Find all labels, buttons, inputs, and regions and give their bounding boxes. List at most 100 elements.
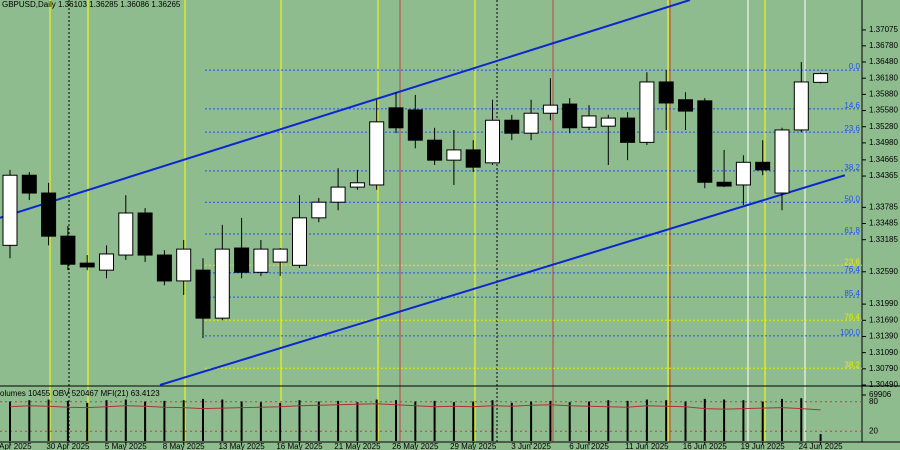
candle-body [446, 149, 462, 161]
y-tick-label: 1.36780 [869, 41, 898, 50]
fib-label: 76.4 [844, 312, 860, 321]
candle-body [716, 181, 732, 187]
y-tick-label: 1.32590 [869, 267, 898, 276]
fib-label: 100.0 [840, 328, 861, 337]
candle-body [214, 248, 230, 319]
candle-body [330, 186, 346, 203]
channel-line [159, 174, 846, 386]
y-tick-label: 1.35280 [869, 122, 898, 131]
candle-body [427, 139, 443, 161]
fib-label: 38.2 [844, 360, 860, 369]
y-tick-label: 1.35880 [869, 89, 898, 98]
x-tick-label: 16 May 2025 [276, 442, 323, 450]
candle-body [21, 174, 37, 194]
candle-body [292, 217, 307, 266]
candle-body [311, 201, 327, 219]
candle-body [697, 100, 713, 183]
x-tick-label: 3 Jun 2025 [511, 442, 551, 450]
candle-body [774, 129, 790, 194]
mfi-tick-label: 20 [869, 426, 878, 435]
y-tick-label: 1.30790 [869, 364, 898, 373]
candle-body [562, 103, 578, 129]
candle-body [41, 192, 57, 237]
candle-body [620, 117, 636, 143]
y-tick-label: 1.34980 [869, 138, 898, 147]
candle-body [504, 119, 520, 134]
x-tick-label: 6 Jun 2025 [569, 442, 609, 450]
candle-body [176, 248, 192, 282]
y-tick-label: 1.33785 [869, 202, 898, 211]
candle-body [369, 121, 385, 186]
candle-body [678, 99, 693, 112]
candle-body [407, 109, 423, 141]
candle-body [137, 212, 153, 256]
candle-body [2, 174, 18, 246]
fib-label: 61.8 [844, 226, 860, 235]
candle-body [735, 161, 751, 186]
fib-label: 76.4 [844, 265, 860, 274]
candle-body [195, 269, 211, 319]
volume-tick-label: 69906 [869, 390, 892, 399]
candle-body [349, 182, 365, 188]
y-tick-label: 1.31390 [869, 332, 898, 341]
y-tick-label: 1.34665 [869, 155, 898, 164]
fib-label: 38.2 [844, 163, 860, 172]
candle-body [600, 117, 616, 127]
chart-title: GBPUSD,Daily 1.36103 1.36285 1.36086 1.3… [2, 0, 181, 9]
x-tick-label: 8 May 2025 [163, 442, 205, 450]
fib-label: 23.6 [844, 124, 860, 133]
x-tick-label: 21 May 2025 [334, 442, 381, 450]
y-tick-label: 1.31990 [869, 299, 898, 308]
fib-label: 85.4 [844, 289, 860, 298]
candle-body [658, 81, 674, 104]
y-tick-label: 1.37075 [869, 25, 898, 34]
candle-body [118, 212, 134, 256]
candle-body [234, 247, 250, 273]
y-tick-label: 1.36180 [869, 73, 898, 82]
mfi-line [9, 403, 821, 411]
channel-line [0, 0, 691, 219]
y-tick-label: 1.35580 [869, 106, 898, 115]
fib-label: 50.0 [844, 194, 860, 203]
y-tick-label: 1.36480 [869, 57, 898, 66]
x-tick-label: 19 Jun 2025 [741, 442, 786, 450]
fib-label: 14.6 [844, 101, 860, 110]
candle-body [272, 248, 288, 263]
mfi-tick-label: 80 [869, 397, 878, 406]
candle-body [793, 81, 809, 131]
candle-body [156, 254, 172, 282]
candle-body [60, 235, 76, 265]
candle-body [581, 115, 597, 128]
candle-body [523, 112, 539, 134]
candle-body [485, 119, 500, 164]
x-tick-label: 29 May 2025 [450, 442, 497, 450]
x-tick-label: 11 Jun 2025 [625, 442, 669, 450]
candle-body [253, 248, 269, 273]
x-tick-label: 26 May 2025 [392, 442, 439, 450]
indicator-title: olumes 10455 OBV 520467 MFI(21) 63.4123 [0, 389, 160, 398]
candle-body [639, 81, 655, 143]
candle-body [755, 161, 771, 171]
candle-body [465, 149, 481, 168]
y-tick-label: 1.33485 [869, 219, 898, 228]
x-tick-label: 30 Apr 2025 [46, 442, 90, 450]
candle-body [388, 107, 404, 129]
y-tick-label: 1.33185 [869, 235, 898, 244]
candle-body [542, 104, 558, 114]
x-tick-label: 25 Apr 2025 [0, 442, 32, 450]
candle-body [813, 73, 829, 83]
fib-label: 23.6 [844, 257, 860, 266]
candle-body [99, 253, 114, 271]
y-tick-label: 1.31090 [869, 348, 898, 357]
x-tick-label: 24 Jun 2025 [799, 442, 844, 450]
candle-body [79, 262, 95, 268]
x-tick-label: 5 May 2025 [105, 442, 147, 450]
fib-label: 0.0 [849, 62, 861, 71]
y-tick-label: 1.31690 [869, 315, 898, 324]
x-tick-label: 13 May 2025 [218, 442, 265, 450]
y-tick-label: 1.30490 [869, 380, 898, 389]
x-tick-label: 16 Jun 2025 [683, 442, 728, 450]
y-tick-label: 1.34365 [869, 171, 898, 180]
